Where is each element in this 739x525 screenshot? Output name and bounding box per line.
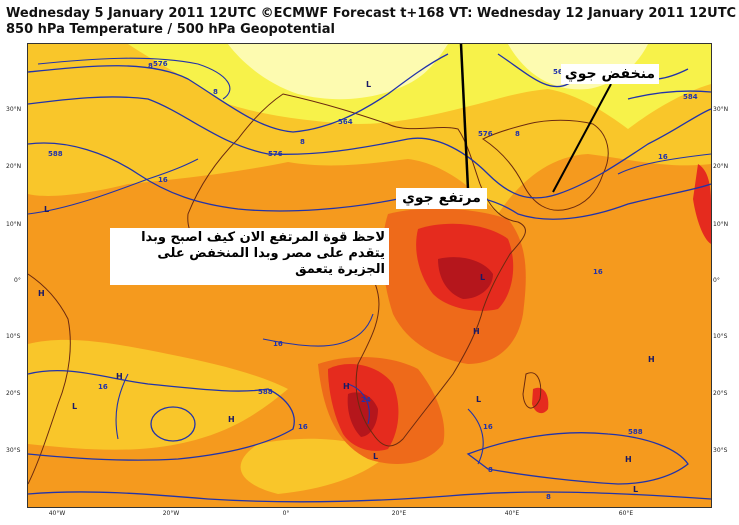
coastline-madagascar (522, 372, 542, 409)
temp-label-16-f: 16 (483, 423, 493, 431)
lon-label-20e-bottom: 20°E (391, 510, 407, 517)
main-annotation-note: لاحظ قوة المرتفع الان كيف اصبح وبدا يتقد… (110, 228, 389, 285)
lat-label-eq-right: 0° (713, 277, 720, 284)
contour-576-south (28, 491, 711, 503)
high-centre-atlantic: H (116, 372, 123, 381)
contour-label-576: 576 (153, 60, 168, 68)
temp-contour-16-east (617, 153, 711, 175)
lat-label-20n-left: 20°N (6, 163, 22, 170)
lat-label-30n-left: 30°N (6, 106, 22, 113)
lat-label-10s-left: 10°S (6, 333, 21, 340)
temp-label-8-b: 8 (213, 88, 218, 96)
temp-label-16-a: 16 (158, 176, 168, 184)
contour-label-564-east: 564 (553, 68, 568, 76)
pressure-centres: L L L L L L L H H H H H H H (38, 80, 655, 494)
contour-labels: 564 576 576 588 588 564 588 576 584 8 8 … (48, 60, 698, 501)
lat-label-30s-right: 30°S (713, 447, 728, 454)
lon-label-40w-bottom: 40°W (48, 510, 66, 517)
lat-label-30n-right: 30°N (713, 106, 729, 113)
lat-label-20s-right: 20°S (713, 390, 728, 397)
high-centre-south-africa: H (343, 382, 350, 391)
temperature-contours (28, 57, 711, 465)
high-centre-south-atlantic: H (228, 415, 235, 424)
high-pressure-label: مرتفع جوي (396, 188, 487, 209)
low-centre-north: L (366, 80, 371, 89)
lon-label-0-bottom: 0° (282, 510, 290, 517)
temp-contour-8-north (37, 57, 231, 100)
temp-label-8-d: 8 (515, 130, 520, 138)
contour-564 (28, 53, 449, 133)
temperature-shade-red-east (693, 164, 711, 244)
contour-588-south (28, 369, 295, 461)
temp-label-8-f: 8 (546, 493, 551, 501)
contour-label-584: 584 (683, 93, 698, 101)
temp-contour-16-west (28, 158, 199, 215)
map-subtitle: 850 hPa Temperature / 500 hPa Geopotenti… (6, 22, 335, 37)
temp-label-8-c: 8 (300, 138, 305, 146)
low-centre-southeast: L (476, 395, 481, 404)
arrow-high-pressure (459, 44, 470, 190)
temp-label-16-e: 16 (298, 423, 308, 431)
contour-584 (627, 90, 711, 100)
temp-label-16-d: 16 (593, 268, 603, 276)
contour-label-576-b: 576 (268, 150, 283, 158)
contour-closed-south-atlantic (150, 406, 196, 442)
weather-map: 564 576 576 588 588 564 588 576 584 8 8 … (27, 43, 712, 508)
temp-contour-16-central (262, 313, 374, 347)
map-title: Wednesday 5 January 2011 12UTC ©ECMWF Fo… (6, 6, 737, 21)
lon-label-40e-bottom: 40°E (504, 510, 520, 517)
lon-label-60e-bottom: 60°E (618, 510, 634, 517)
temperature-shade-gold-southwest (240, 438, 388, 494)
weather-map-canvas: 564 576 576 588 588 564 588 576 584 8 8 … (28, 44, 711, 507)
temp-label-8-a: 8 (148, 62, 153, 70)
lat-label-10n-left: 10°N (6, 221, 22, 228)
temperature-shade-pale-yellow (228, 44, 448, 100)
low-centre-west: L (44, 205, 49, 214)
low-centre-far-south: L (633, 485, 638, 494)
contour-label-588: 588 (48, 150, 63, 158)
temp-contour-16-south (115, 373, 129, 440)
coastline-arabia (482, 119, 609, 211)
low-centre-africa: L (480, 273, 485, 282)
temp-label-16-b: 16 (658, 153, 668, 161)
low-centre-south: L (373, 452, 378, 461)
lat-label-10s-right: 10°S (713, 333, 728, 340)
contour-label-576-east: 576 (478, 130, 493, 138)
low-pressure-label: منخفض جوي (561, 64, 659, 84)
lat-label-20s-left: 20°S (6, 390, 21, 397)
lat-label-10n-right: 10°N (713, 221, 729, 228)
low-centre-southwest: L (72, 402, 77, 411)
contour-label-564: 564 (338, 118, 353, 126)
temp-contour-24 (347, 383, 370, 425)
temperature-shade-red-madagascar (532, 387, 549, 414)
temperature-shade-dark-red-africa (438, 257, 493, 299)
temp-label-24: 24 (361, 396, 371, 404)
high-centre-east-africa: H (473, 327, 480, 336)
contour-588-se (466, 432, 689, 485)
coastline-america (28, 273, 71, 485)
lat-label-20n-right: 20°N (713, 163, 729, 170)
contour-576 (28, 96, 711, 199)
lon-label-20w-bottom: 20°W (162, 510, 180, 517)
temp-label-16-g: 16 (98, 383, 108, 391)
high-centre-indian-ocean: H (625, 455, 632, 464)
contour-label-588-se: 588 (628, 428, 643, 436)
lat-label-eq-left: 0° (14, 277, 21, 284)
high-centre-west: H (38, 289, 45, 298)
temperature-shade-gold-south (28, 339, 288, 450)
arrow-low-pressure (552, 83, 612, 193)
high-centre-east: H (648, 355, 655, 364)
contour-label-588-b: 588 (258, 388, 273, 396)
temp-label-8-e: 8 (488, 466, 493, 474)
temp-contour-16-se (467, 408, 484, 465)
temp-label-16-c: 16 (273, 340, 283, 348)
lat-label-30s-left: 30°S (6, 447, 21, 454)
temperature-shade-dark-red-south (347, 392, 378, 437)
